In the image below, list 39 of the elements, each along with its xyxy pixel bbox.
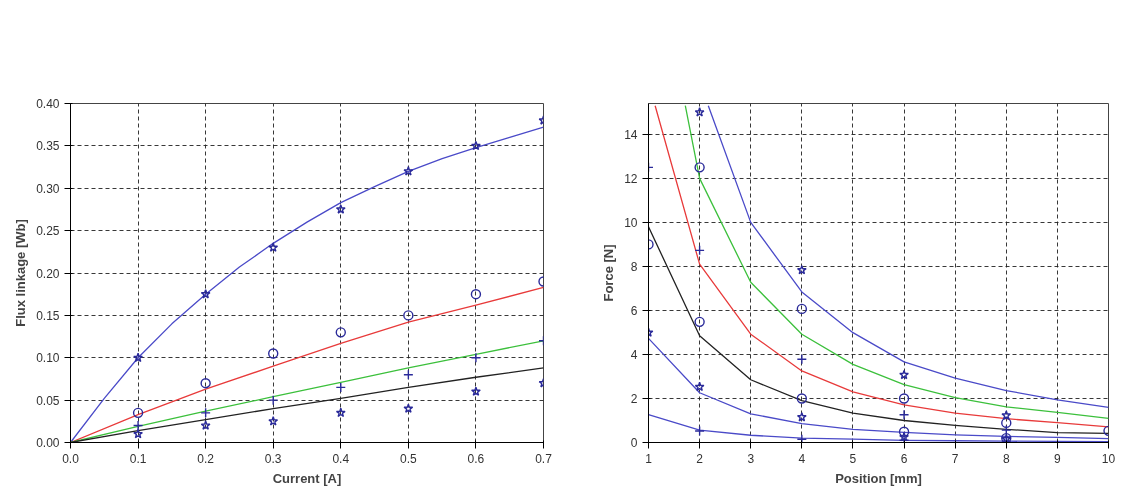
y-tick-label: 8: [630, 259, 638, 274]
y-axis-title: Flux linkage [Wb]: [13, 219, 29, 327]
y-tick-label: 0.30: [36, 181, 60, 196]
y-tick-label: 6: [630, 303, 638, 318]
x-tick-label: 0.4: [332, 451, 350, 466]
y-tick-label: 0.25: [36, 224, 60, 239]
y-tick-label: 0: [630, 436, 638, 450]
x-tick-label: 8: [1002, 451, 1010, 466]
x-tick-label: 5: [849, 451, 857, 466]
y-tick-label: 4: [630, 347, 638, 362]
x-tick-label: 7: [951, 451, 959, 466]
y-tick-label: 0.15: [36, 308, 60, 323]
y-tick-label: 2: [630, 391, 638, 406]
y-axis-title: Force [N]: [601, 244, 617, 302]
x-axis-title: Current [A]: [272, 470, 342, 486]
x-tick-label: 9: [1054, 451, 1062, 466]
x-tick-label: 0.0: [62, 451, 80, 466]
x-tick-label: 3: [747, 451, 755, 466]
x-tick-label: 0.3: [264, 451, 282, 466]
y-tick-label: 12: [624, 171, 638, 186]
x-tick-label: 4: [798, 451, 806, 466]
x-tick-label: 2: [696, 451, 704, 466]
x-tick-label: 6: [900, 451, 908, 466]
y-tick-label: 0.00: [36, 436, 60, 450]
x-axis-title: Position [mm]: [835, 470, 922, 486]
y-tick-label: 0.35: [36, 139, 60, 154]
x-tick-label: 0.2: [197, 451, 215, 466]
x-tick-label: 1: [645, 451, 653, 466]
x-tick-label: 10: [1101, 451, 1116, 466]
y-tick-label: 0.40: [36, 97, 60, 111]
y-tick-label: 0.10: [36, 351, 60, 366]
x-tick-label: 0.7: [535, 451, 553, 466]
x-tick-label: 0.5: [400, 451, 418, 466]
x-tick-label: 0.1: [129, 451, 147, 466]
x-tick-label: 0.6: [467, 451, 485, 466]
y-tick-label: 10: [624, 215, 638, 230]
y-tick-label: 14: [624, 127, 638, 142]
y-tick-label: 0.20: [36, 266, 60, 281]
y-tick-label: 0.05: [36, 393, 60, 408]
